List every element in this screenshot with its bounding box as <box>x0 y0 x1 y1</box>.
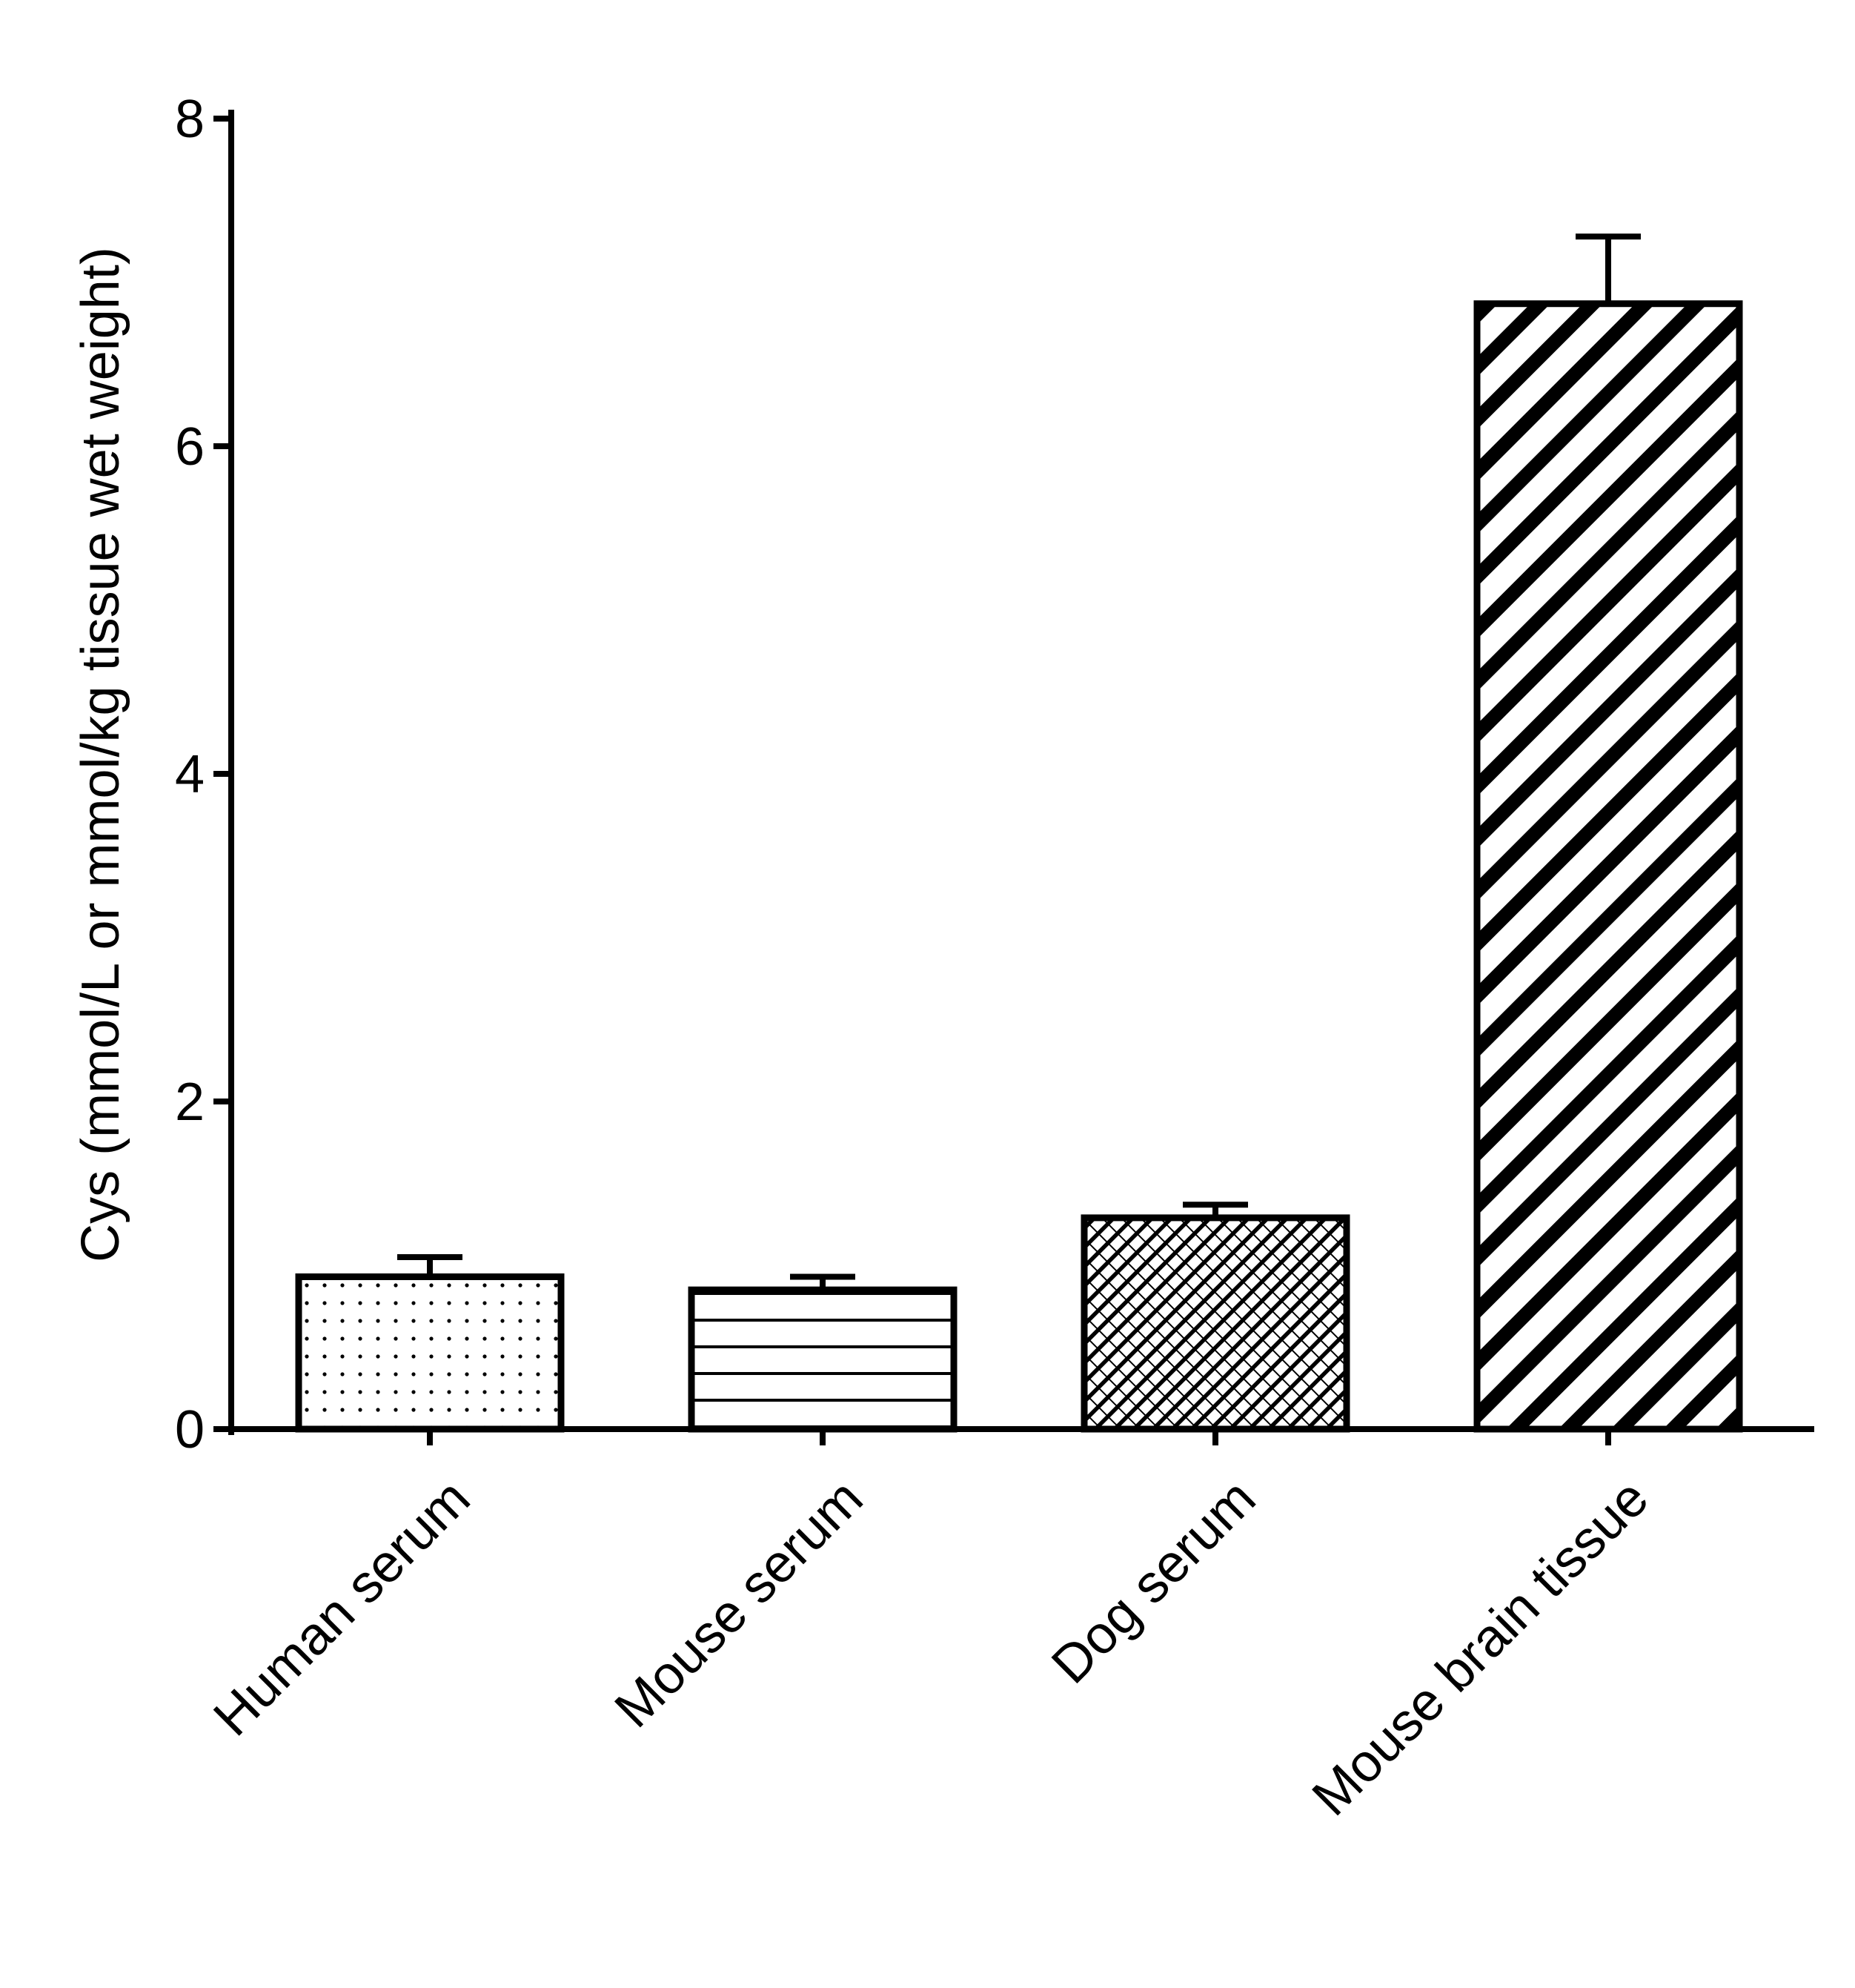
y-tick-label: 2 <box>175 1073 205 1132</box>
x-tick-label: Human serum <box>202 1468 481 1747</box>
y-tick-label: 0 <box>175 1400 205 1459</box>
y-tick-label: 4 <box>175 745 205 804</box>
y-axis-label: Cys (mmol/L or mmol/kg tissue wet weight… <box>71 247 130 1262</box>
y-tick-label: 6 <box>175 417 205 477</box>
x-tick-label: Mouse brain tissue <box>1301 1468 1660 1827</box>
bar-horizontal-lines <box>688 1286 958 1433</box>
x-tick-label: Mouse serum <box>604 1468 875 1739</box>
bar-diagonal-stripes <box>1473 300 1743 1433</box>
y-tick-label: 8 <box>175 90 205 149</box>
x-tick-label: Dog serum <box>1041 1468 1267 1695</box>
bar-dots <box>295 1273 565 1433</box>
bar-crosshatch <box>1081 1214 1350 1433</box>
